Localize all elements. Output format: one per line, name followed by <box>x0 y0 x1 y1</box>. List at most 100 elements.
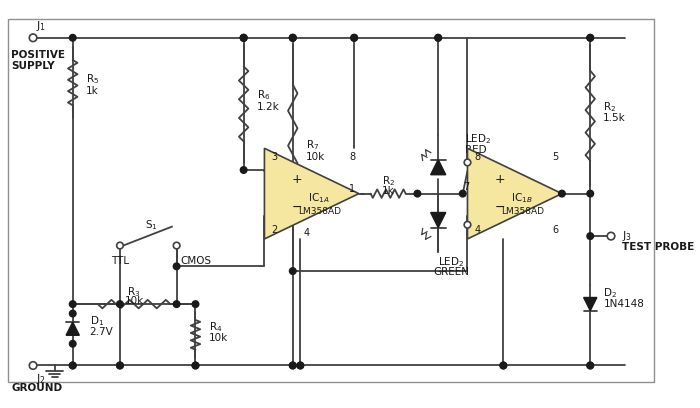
Text: R$_2$: R$_2$ <box>382 175 395 188</box>
Circle shape <box>69 310 76 317</box>
Text: 1.2k: 1.2k <box>257 102 279 112</box>
Text: IC$_{1B}$: IC$_{1B}$ <box>512 191 533 205</box>
Text: LM358AD: LM358AD <box>500 207 544 216</box>
Polygon shape <box>265 148 359 239</box>
Circle shape <box>587 190 594 197</box>
Text: R$_7$: R$_7$ <box>306 139 319 152</box>
Circle shape <box>117 362 123 369</box>
Circle shape <box>290 268 296 274</box>
Circle shape <box>290 35 296 41</box>
Circle shape <box>174 301 180 307</box>
Text: D$_1$: D$_1$ <box>90 314 104 328</box>
Polygon shape <box>430 213 446 228</box>
Circle shape <box>69 340 76 347</box>
Circle shape <box>193 301 199 307</box>
Text: LED$_2$: LED$_2$ <box>438 255 465 268</box>
Text: 4: 4 <box>304 228 310 238</box>
Text: 1k: 1k <box>382 186 395 196</box>
Text: R$_4$: R$_4$ <box>209 320 222 334</box>
Circle shape <box>69 301 76 307</box>
Circle shape <box>297 362 304 369</box>
Circle shape <box>500 362 507 369</box>
Text: 1N4148: 1N4148 <box>603 299 644 309</box>
Circle shape <box>297 362 304 369</box>
Text: LED$_2$: LED$_2$ <box>465 132 491 146</box>
Circle shape <box>587 35 594 41</box>
Circle shape <box>500 362 507 369</box>
Text: LM358AD: LM358AD <box>298 207 341 216</box>
Polygon shape <box>468 148 562 239</box>
Circle shape <box>174 263 180 270</box>
Text: 2: 2 <box>271 226 277 235</box>
Circle shape <box>117 242 123 249</box>
Text: 8: 8 <box>474 152 480 162</box>
Circle shape <box>69 35 76 41</box>
Text: CMOS: CMOS <box>180 256 211 266</box>
Text: J$_1$: J$_1$ <box>36 20 46 33</box>
Circle shape <box>240 35 247 41</box>
Text: −: − <box>291 201 302 214</box>
Circle shape <box>240 167 247 173</box>
Text: 7: 7 <box>463 182 470 192</box>
Circle shape <box>69 362 76 369</box>
Circle shape <box>174 242 180 249</box>
Text: R$_2$: R$_2$ <box>603 100 616 114</box>
Circle shape <box>290 35 296 41</box>
Text: TTL: TTL <box>111 256 129 266</box>
Text: 6: 6 <box>552 226 558 235</box>
Text: R$_6$: R$_6$ <box>257 89 270 102</box>
Polygon shape <box>584 297 597 311</box>
Text: 2.7V: 2.7V <box>90 328 113 337</box>
Circle shape <box>240 35 247 41</box>
Text: 10k: 10k <box>209 333 228 343</box>
Text: S$_1$: S$_1$ <box>145 218 158 232</box>
Circle shape <box>587 233 594 239</box>
Text: J$_2$: J$_2$ <box>36 372 46 386</box>
Text: RED: RED <box>465 145 486 155</box>
Circle shape <box>290 362 296 369</box>
Circle shape <box>459 190 466 197</box>
Circle shape <box>29 34 37 42</box>
Circle shape <box>587 362 594 369</box>
Text: GROUND: GROUND <box>11 383 62 393</box>
Text: IC$_{1A}$: IC$_{1A}$ <box>309 191 330 205</box>
Text: 4: 4 <box>474 226 480 235</box>
Circle shape <box>464 222 471 228</box>
Circle shape <box>435 35 442 41</box>
Circle shape <box>193 362 199 369</box>
Circle shape <box>290 35 296 41</box>
Text: +: + <box>494 173 505 186</box>
Circle shape <box>414 190 421 197</box>
Circle shape <box>240 35 247 41</box>
Text: GREEN: GREEN <box>433 267 470 277</box>
Text: J$_3$: J$_3$ <box>622 229 633 243</box>
Text: POSITIVE: POSITIVE <box>11 50 65 60</box>
Text: 3: 3 <box>271 152 277 162</box>
Circle shape <box>193 362 199 369</box>
Text: −: − <box>494 201 505 214</box>
Circle shape <box>117 362 123 369</box>
Circle shape <box>117 301 123 307</box>
Polygon shape <box>66 322 79 335</box>
Circle shape <box>587 362 594 369</box>
Circle shape <box>435 35 442 41</box>
Text: R$_5$: R$_5$ <box>86 73 99 86</box>
Circle shape <box>351 35 358 41</box>
Circle shape <box>464 159 471 166</box>
Circle shape <box>587 35 594 41</box>
Circle shape <box>69 362 76 369</box>
Circle shape <box>607 232 615 240</box>
Text: SUPPLY: SUPPLY <box>11 61 55 71</box>
Text: R$_3$: R$_3$ <box>127 285 141 299</box>
Circle shape <box>29 362 37 369</box>
Polygon shape <box>430 160 446 175</box>
Circle shape <box>290 362 296 369</box>
Text: 10k: 10k <box>125 296 144 306</box>
Circle shape <box>559 190 565 197</box>
Text: 8: 8 <box>349 152 355 162</box>
Text: 10k: 10k <box>306 152 326 162</box>
Circle shape <box>351 35 358 41</box>
Text: +: + <box>291 173 302 186</box>
Text: 1: 1 <box>349 184 355 194</box>
Text: TEST PROBE: TEST PROBE <box>622 242 694 253</box>
